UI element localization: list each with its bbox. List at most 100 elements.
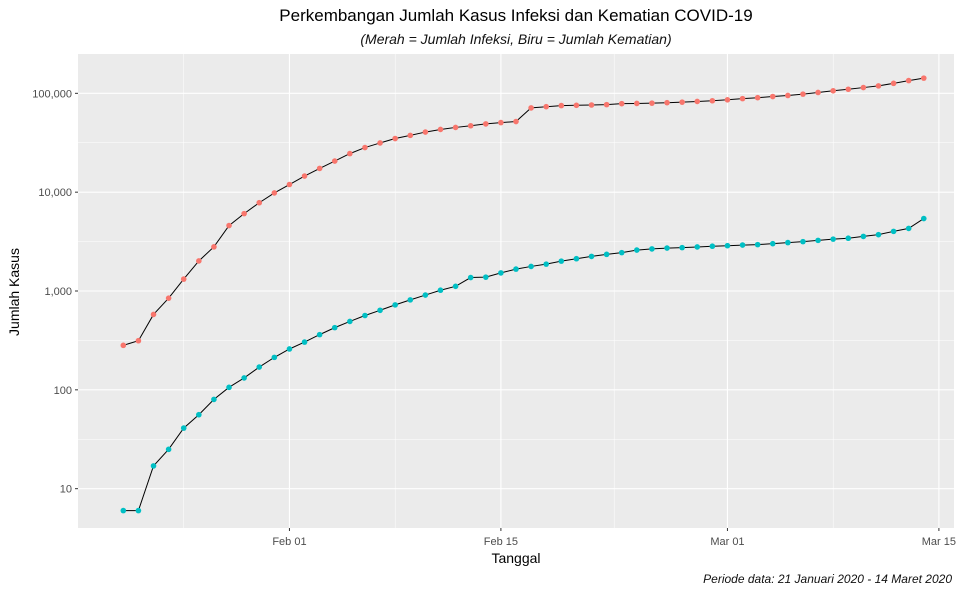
data-point-series-2: [830, 236, 836, 242]
y-tick-label: 10: [60, 484, 72, 496]
data-point-series-1: [890, 80, 897, 87]
data-point-series-2: [875, 231, 882, 238]
data-point-series-1: [905, 77, 912, 84]
x-tick-label: Feb 15: [484, 536, 518, 548]
chart-caption: Periode data: 21 Januari 2020 - 14 Maret…: [703, 572, 952, 586]
y-axis: 10 100 1,000 10,000 100,000: [32, 88, 78, 496]
data-point-series-1: [694, 98, 701, 105]
y-tick-label: 100,000: [32, 88, 72, 100]
data-point-series-1: [150, 311, 157, 318]
x-axis: Feb 01 Feb 15 Mar 01 Mar 15: [272, 528, 956, 548]
y-tick-label: 1,000: [44, 286, 72, 298]
chart-title: Perkembangan Jumlah Kasus Infeksi dan Ke…: [279, 6, 753, 25]
data-point-series-2: [392, 302, 398, 308]
data-point-series-1: [180, 276, 187, 282]
data-point-series-2: [482, 274, 489, 280]
x-tick-label: Mar 01: [710, 536, 744, 548]
data-point-series-2: [120, 507, 127, 514]
data-point-series-2: [196, 411, 202, 418]
data-point-series-1: [316, 165, 323, 172]
data-point-series-1: [165, 295, 172, 301]
data-point-series-2: [377, 307, 383, 314]
data-point-series-1: [196, 258, 202, 264]
data-point-series-1: [543, 103, 550, 110]
data-point-series-2: [271, 354, 278, 361]
data-point-series-1: [739, 95, 746, 102]
data-point-series-2: [694, 244, 701, 250]
data-point-series-2: [347, 318, 353, 325]
data-point-series-1: [241, 210, 247, 217]
data-point-series-1: [588, 102, 595, 108]
data-point-series-2: [679, 244, 685, 251]
data-point-series-2: [241, 375, 247, 381]
x-tick-label: Mar 15: [922, 536, 956, 548]
data-point-series-2: [437, 287, 444, 294]
data-point-series-2: [528, 263, 534, 270]
y-axis-title: Jumlah Kasus: [6, 248, 22, 336]
data-point-series-2: [226, 384, 232, 391]
data-point-series-1: [120, 342, 127, 349]
data-point-series-2: [467, 274, 474, 281]
data-point-series-2: [498, 270, 504, 276]
data-point-series-2: [407, 297, 414, 303]
data-point-series-1: [256, 199, 263, 206]
data-point-series-2: [256, 364, 263, 370]
data-point-series-1: [920, 75, 927, 81]
data-point-series-1: [845, 86, 852, 93]
data-point-series-2: [558, 258, 565, 264]
data-point-series-1: [724, 96, 731, 103]
data-point-series-1: [573, 102, 580, 109]
series-points: [120, 75, 927, 514]
data-point-series-2: [331, 324, 338, 331]
data-point-series-1: [558, 102, 565, 109]
data-point-series-2: [543, 261, 550, 267]
data-point-series-2: [649, 246, 655, 252]
data-point-series-1: [331, 158, 338, 164]
data-point-series-1: [709, 97, 716, 104]
data-point-series-2: [135, 507, 142, 514]
data-point-series-1: [226, 222, 232, 229]
data-point-series-1: [513, 118, 519, 125]
data-point-series-2: [709, 243, 716, 250]
data-point-series-2: [920, 215, 927, 222]
data-point-series-1: [800, 91, 806, 97]
data-point-series-1: [211, 244, 217, 250]
data-point-series-1: [649, 100, 655, 106]
data-point-series-1: [769, 93, 776, 100]
y-tick-label: 100: [54, 385, 72, 397]
x-tick-label: Feb 01: [272, 536, 306, 548]
data-point-series-1: [347, 150, 353, 157]
data-point-series-1: [679, 99, 685, 105]
data-point-series-2: [513, 266, 519, 272]
data-point-series-2: [815, 237, 821, 244]
data-point-series-1: [754, 94, 761, 101]
data-point-series-1: [271, 190, 278, 196]
data-point-series-2: [754, 241, 761, 248]
data-point-series-1: [860, 84, 867, 91]
data-point-series-2: [180, 425, 187, 431]
data-point-series-1: [135, 337, 142, 344]
data-point-series-1: [392, 135, 398, 142]
data-point-series-1: [830, 87, 836, 94]
data-point-series-1: [528, 105, 534, 111]
data-point-series-2: [422, 292, 429, 298]
grid-major: [78, 54, 954, 528]
x-axis-title: Tanggal: [491, 550, 541, 566]
data-point-series-1: [467, 122, 474, 129]
data-point-series-2: [724, 242, 731, 249]
data-point-series-2: [905, 225, 912, 232]
data-point-series-2: [316, 331, 323, 338]
data-point-series-2: [286, 346, 293, 352]
data-point-series-1: [603, 101, 610, 108]
data-point-series-2: [573, 255, 580, 262]
data-point-series-2: [452, 283, 459, 290]
data-point-series-1: [618, 100, 625, 107]
data-point-series-2: [785, 239, 791, 246]
data-point-series-2: [739, 242, 746, 248]
data-point-series-1: [301, 173, 308, 179]
data-point-series-2: [165, 446, 172, 453]
data-point-series-2: [845, 235, 852, 242]
data-point-series-1: [498, 119, 504, 126]
data-point-series-2: [603, 251, 610, 258]
